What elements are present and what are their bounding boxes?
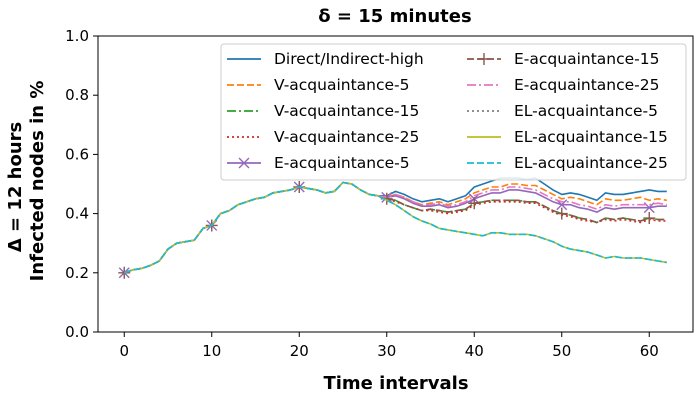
x-tick-label: 60 bbox=[640, 342, 659, 360]
series-line-1 bbox=[124, 177, 667, 274]
legend-marker-6 bbox=[478, 53, 490, 65]
legend-marker-5 bbox=[238, 157, 250, 169]
plot-frame bbox=[97, 35, 694, 333]
series-marker-6 bbox=[555, 207, 568, 220]
y-tick-label: 0.0 bbox=[65, 323, 89, 341]
legend-label-1: Direct/Indirect-high bbox=[274, 50, 424, 68]
y-tick-label: 0.2 bbox=[65, 264, 89, 282]
legend: Direct/Indirect-high V-acquaintance-5 V-ac… bbox=[220, 43, 687, 181]
x-tick-label: 40 bbox=[465, 342, 484, 360]
y-tick-label: 0.8 bbox=[65, 86, 89, 104]
ticks-layer: 0 10 20 30 40 50 60 0.0 0.2 0.4 0.6 0.8 1.0 bbox=[65, 27, 659, 360]
legend-label-8: EL-acquaintance-5 bbox=[514, 102, 658, 120]
legend-label-9: EL-acquaintance-15 bbox=[514, 128, 668, 146]
y-axis-label-line2: Infected nodes in % bbox=[27, 81, 48, 282]
x-tick-label: 50 bbox=[552, 342, 571, 360]
x-tick-label: 10 bbox=[202, 342, 221, 360]
series-line-6 bbox=[124, 181, 667, 274]
legend-label-7: E-acquaintance-25 bbox=[514, 76, 659, 94]
series-marker-6 bbox=[643, 212, 656, 225]
x-tick-label: 0 bbox=[119, 342, 129, 360]
y-tick-label: 0.4 bbox=[65, 205, 89, 223]
legend-label-2: V-acquaintance-5 bbox=[274, 76, 410, 94]
series-layer bbox=[118, 177, 667, 279]
y-tick-label: 0.6 bbox=[65, 145, 89, 163]
y-axis-label-line1: Δ = 12 hours bbox=[5, 122, 26, 252]
x-tick-label: 20 bbox=[290, 342, 309, 360]
x-axis-label: Time intervals bbox=[323, 373, 468, 394]
x-tick-label: 30 bbox=[377, 342, 396, 360]
legend-label-4: V-acquaintance-25 bbox=[274, 128, 419, 146]
legend-label-5: E-acquaintance-5 bbox=[274, 154, 410, 172]
legend-label-10: EL-acquaintance-25 bbox=[514, 154, 668, 172]
series-line-10 bbox=[124, 181, 667, 274]
legend-label-3: V-acquaintance-15 bbox=[274, 102, 419, 120]
legend-label-6: E-acquaintance-15 bbox=[514, 50, 659, 68]
series-marker-6 bbox=[118, 266, 131, 279]
series-marker-6 bbox=[468, 197, 481, 210]
series-line-4 bbox=[124, 181, 667, 274]
legend-box bbox=[220, 43, 687, 181]
y-tick-label: 1.0 bbox=[65, 27, 89, 45]
chart-title: δ = 15 minutes bbox=[318, 6, 471, 27]
